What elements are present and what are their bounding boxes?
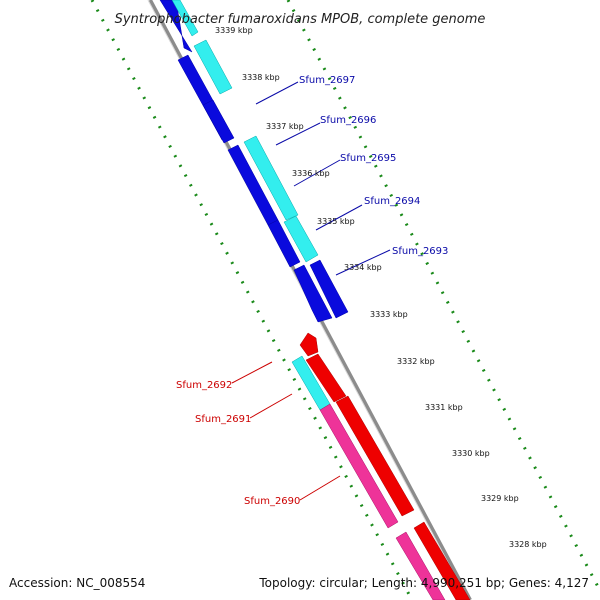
outer-tick-ring bbox=[90, 0, 414, 600]
cds-cyan-4[interactable] bbox=[283, 215, 319, 263]
cds-blue-6[interactable] bbox=[293, 264, 333, 323]
reverse-strand-features bbox=[291, 332, 471, 600]
gene-label-sfum-2691[interactable]: Sfum_2691 bbox=[195, 414, 251, 425]
tick-label: 3330 kbp bbox=[452, 449, 490, 458]
cds-red-1[interactable] bbox=[299, 332, 319, 357]
cds-cyan-3[interactable] bbox=[243, 135, 299, 221]
gene-label-sfum-2695[interactable]: Sfum_2695 bbox=[340, 153, 396, 164]
cds-red-4[interactable] bbox=[413, 521, 471, 600]
tick-label: 3332 kbp bbox=[397, 357, 435, 366]
forward-strand-features bbox=[159, 0, 349, 323]
gene-labels: Sfum_2697 Sfum_2696 Sfum_2695 Sfum_2694 … bbox=[176, 75, 448, 507]
gene-label-sfum-2692[interactable]: Sfum_2692 bbox=[176, 380, 232, 391]
gene-label-sfum-2690[interactable]: Sfum_2690 bbox=[244, 496, 300, 507]
tick-label: 3328 kbp bbox=[509, 540, 547, 549]
cds-cyan-1[interactable] bbox=[171, 0, 199, 37]
gene-leader-lines bbox=[231, 81, 391, 501]
coordinate-labels: 3339 kbp 3338 kbp 3337 kbp 3336 kbp 3335… bbox=[215, 26, 547, 549]
topology-text: Topology: circular; Length: 4,990,251 bp… bbox=[259, 576, 589, 590]
tick-label: 3339 kbp bbox=[215, 26, 253, 35]
tick-label: 3329 kbp bbox=[481, 494, 519, 503]
tick-label: 3333 kbp bbox=[370, 310, 408, 319]
tick-label: 3337 kbp bbox=[266, 122, 304, 131]
cds-pink-1[interactable] bbox=[319, 403, 399, 529]
tick-label: 3336 kbp bbox=[292, 169, 330, 178]
cds-red-3[interactable] bbox=[335, 395, 415, 517]
tick-label: 3335 kbp bbox=[317, 217, 355, 226]
cds-blue-7[interactable] bbox=[309, 259, 349, 319]
gene-label-sfum-2693[interactable]: Sfum_2693 bbox=[392, 246, 448, 257]
cds-red-2[interactable] bbox=[305, 353, 347, 403]
tick-label: 3331 kbp bbox=[425, 403, 463, 412]
cds-pink-2[interactable] bbox=[395, 531, 446, 600]
gene-label-sfum-2694[interactable]: Sfum_2694 bbox=[364, 196, 420, 207]
tick-label: 3334 kbp bbox=[344, 263, 382, 272]
cds-blue-3[interactable] bbox=[202, 99, 235, 144]
cds-blue-5[interactable] bbox=[267, 219, 301, 268]
cds-blue-1[interactable] bbox=[159, 0, 193, 53]
gene-label-sfum-2696[interactable]: Sfum_2696 bbox=[320, 115, 376, 126]
gene-label-sfum-2697[interactable]: Sfum_2697 bbox=[299, 75, 355, 86]
cds-cyan-2[interactable] bbox=[193, 39, 233, 95]
accession-text: Accession: NC_008554 bbox=[9, 576, 146, 590]
map-title: Syntrophobacter fumaroxidans MPOB, compl… bbox=[115, 12, 486, 27]
tick-label: 3338 kbp bbox=[242, 73, 280, 82]
